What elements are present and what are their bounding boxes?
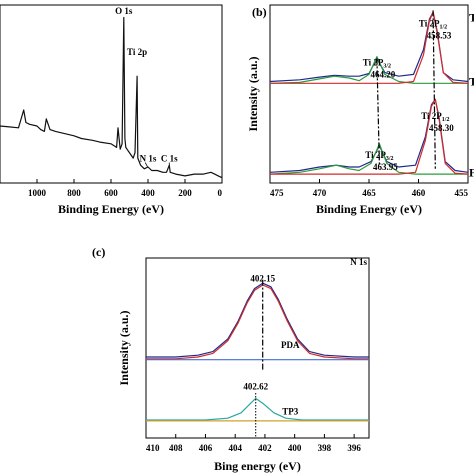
- peak-annotation: 402.62: [243, 381, 268, 391]
- series-line: [270, 98, 469, 175]
- peak-annotation: C 1s: [161, 154, 178, 164]
- series-line: [146, 397, 369, 421]
- peak-guide-line: [376, 58, 380, 166]
- peak-value: 458.30: [429, 123, 454, 133]
- series-line: [269, 143, 468, 175]
- peak-annotation: Ti 2P1/2: [421, 111, 449, 123]
- panel-label-b: (b): [252, 5, 267, 19]
- peak-annotation: 402.15: [250, 273, 275, 283]
- peak-annotation: Ti 2p: [127, 47, 147, 57]
- x-tick-label: 410: [146, 443, 160, 453]
- x-tick-label: 0: [218, 188, 223, 198]
- x-tick-label: 396: [347, 443, 361, 453]
- x-tick-label: 406: [199, 443, 213, 453]
- x-tick-label: 1000: [28, 188, 47, 198]
- x-tick-label: 404: [228, 443, 242, 453]
- x-tick-label: 475: [270, 188, 284, 198]
- peak-annotation: N 1s: [140, 154, 157, 164]
- x-tick-label: 470: [313, 188, 327, 198]
- x-tick-label: 800: [67, 188, 81, 198]
- plot-frame: [145, 257, 370, 439]
- peak-value: 458.53: [427, 30, 452, 40]
- y-axis-title: Intensity (a.u.): [246, 56, 260, 131]
- peak-annotation: Ti 2P3/2: [365, 150, 393, 162]
- x-axis-title: Binding Energy (eV): [316, 202, 422, 216]
- x-tick-label: 200: [178, 188, 192, 198]
- x-tick-label: 400: [141, 188, 155, 198]
- x-tick-label: 600: [104, 188, 118, 198]
- peak-annotation: PDA: [281, 340, 300, 350]
- sample-label: F: [469, 165, 474, 179]
- peak-annotation: N 1s: [350, 257, 367, 267]
- series-line: [269, 55, 468, 84]
- x-tick-label: 408: [169, 443, 183, 453]
- x-axis-title: Bing energy (eV): [214, 459, 301, 473]
- series-line: [0, 16, 223, 179]
- peak-annotation: Ti 2P1/2: [419, 18, 447, 30]
- annotation-pointer: [144, 162, 148, 168]
- x-tick-label: 402: [258, 443, 272, 453]
- ti2p-spectrum-panel: (b) 475 470 465 460 455 Binding Energy (eV) In…: [246, 4, 474, 216]
- sample-label: T: [469, 10, 474, 24]
- survey-spectrum-panel: 1000 800 600 400 200 0 Binding Energy (eV) O 1s…: [0, 4, 223, 216]
- x-tick-label: 465: [362, 188, 376, 198]
- peak-annotation: Ti 2P3/2: [363, 58, 391, 70]
- x-tick-label: 400: [288, 443, 302, 453]
- series-line: [146, 284, 369, 360]
- peak-annotation: O 1s: [115, 6, 133, 16]
- peak-value: 464.20: [371, 70, 396, 80]
- n1s-spectrum-panel: (c) 410 408 406 404 402 400 398 396 Bing energy …: [92, 245, 370, 473]
- x-tick-label: 455: [455, 188, 469, 198]
- x-tick-label: 398: [318, 443, 332, 453]
- series-line: [270, 11, 469, 84]
- peak-guide-line: [432, 10, 436, 169]
- peak-value: 463.95: [373, 162, 398, 172]
- panel-label-c: (c): [92, 245, 105, 259]
- plot-frame: [0, 4, 223, 184]
- series-line: [146, 282, 369, 358]
- peak-annotation: TP3: [282, 407, 299, 417]
- x-tick-label: 460: [412, 188, 426, 198]
- x-axis-title: Binding Energy (eV): [58, 202, 164, 216]
- sample-label: T: [469, 75, 474, 89]
- y-axis-title: Intensity (a.u.): [117, 310, 131, 385]
